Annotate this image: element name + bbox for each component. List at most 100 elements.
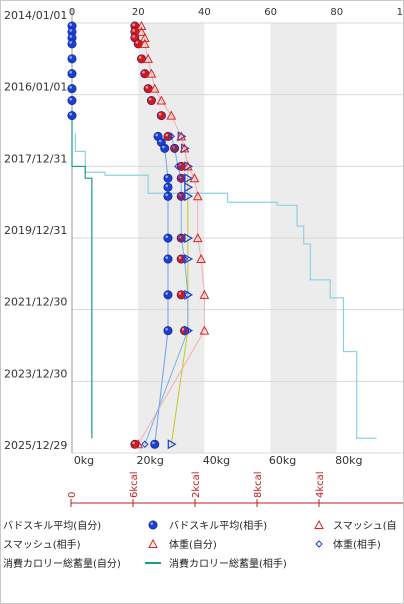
date-tick-label: 2014/01/01 [4,9,67,22]
point-triangle [146,68,157,78]
legend-label: 消費カロリー総蓄量(相手) [169,557,287,570]
legend-label: バドスキル平均(自分) [3,519,101,532]
point-circle [163,173,173,183]
point-diamond [315,540,323,548]
point-diamond [184,291,192,299]
top-tick-label: 80 [330,7,343,18]
point-circle [148,520,158,530]
point-highlight [148,97,152,101]
kcal-tick-label: 0 [67,492,78,498]
date-tick-label: 2019/12/31 [4,224,67,237]
legend-label: バドスキル平均(相手) [169,519,267,532]
point-highlight [165,327,168,331]
point-triangle [199,289,210,299]
point-triangle [136,20,147,31]
point-circle [163,254,173,264]
bottom-tick-label: 60kg [269,454,296,467]
top-tick-label: 60 [264,7,277,18]
point-circle [163,191,173,201]
series-line [71,109,93,439]
point-diamond [170,144,179,153]
point-triangle [189,173,200,183]
point-highlight [69,97,72,101]
series-line [137,26,205,445]
kcal-tick-label: 4kcal [315,471,326,498]
point-circle [156,111,166,121]
point-highlight [155,133,159,137]
top-tick-label: 20 [132,7,145,18]
point-triangle [179,143,190,153]
point-circle [67,54,77,64]
point-circle [163,290,173,300]
point-triangle [139,38,150,48]
point-highlight [162,145,165,149]
point-triangle [166,110,177,120]
point-highlight [135,41,139,44]
point-highlight [69,35,72,38]
bottom-tick-label: 0kg [74,454,94,467]
point-circle [67,84,77,94]
point-highlight [69,56,72,59]
point-diamond [174,162,182,171]
point-circle [163,326,173,336]
point-highlight [69,29,72,32]
point-circle [67,69,77,79]
kcal-tick-label: 2kcal [191,471,202,498]
series-line [74,133,377,439]
point-triangle [156,95,167,105]
top-tick-label: 10 [397,7,404,18]
kcal-tick-label: 6kcal [129,471,140,498]
date-tick-label: 2021/12/30 [4,296,67,309]
bottom-axis: 0kg 20kg 40kg 60kg 80kg [74,454,363,467]
point-triangle [133,439,144,449]
bottom-tick-label: 20kg [137,454,164,467]
point-highlight [165,175,168,179]
point-highlight [158,139,162,143]
grid [71,9,403,454]
point-circle [163,182,173,192]
point-diamond [177,234,185,242]
legend-label: 消費カロリー総蓄量(自分) [3,557,121,570]
point-highlight [165,292,168,295]
point-highlight [69,85,72,89]
point-highlight [142,70,145,74]
top-tick-label: 40 [198,7,211,18]
point-diamond [177,174,185,182]
point-circle [163,233,173,243]
point-circle [67,111,77,121]
point-circle [146,96,156,106]
point-highlight [165,193,168,197]
legend-label: スマッシュ(自 [333,519,397,532]
point-circle [150,439,160,449]
point-highlight [165,133,168,137]
point-highlight [150,522,153,525]
point-highlight [132,29,135,32]
point-highlight [132,23,135,26]
top-tick-label: 0 [69,7,75,18]
point-diamond [141,440,149,448]
point-highlight [152,441,155,445]
point-triangle [139,32,150,42]
point-triangle [183,161,193,171]
kcal-axis: 0 6kcal 2kcal 8kcal 4kcal [67,471,403,507]
point-diamond [167,132,176,141]
point-highlight [69,41,72,44]
point-diamond [184,326,192,335]
point-triangle [148,538,158,548]
point-highlight [165,184,168,188]
point-triangle [143,53,153,63]
series-line [144,136,189,445]
point-highlight [69,70,72,74]
point-triangle [176,131,187,141]
date-tick-label: 2017/12/31 [4,152,67,165]
point-triangle [192,233,203,243]
bottom-tick-label: 80kg [335,454,362,467]
point-highlight [178,292,182,295]
point-highlight [158,112,162,116]
point-diamond [180,255,189,263]
point-highlight [69,23,72,26]
date-tick-label: 2025/12/29 [4,439,67,452]
legend-label: スマッシュ(相手) [3,538,81,551]
